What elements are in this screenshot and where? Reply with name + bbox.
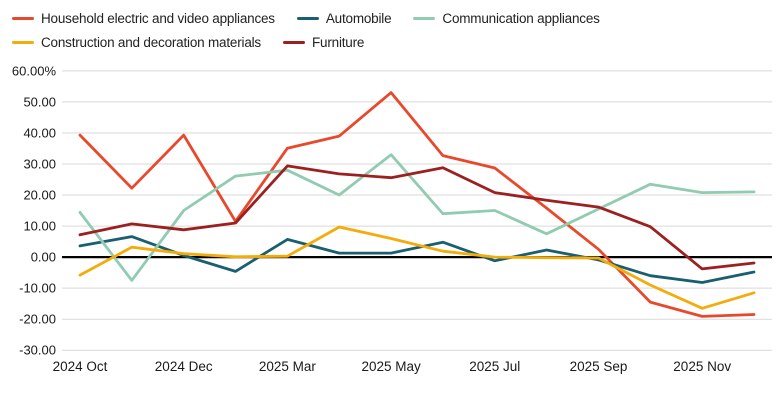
legend-label: Communication appliances [442,11,600,26]
legend-swatch-icon [413,16,436,21]
series-line-household-electric-and-video-appliances [78,91,756,318]
legend-label: Household electric and video appliances [41,11,275,26]
y-axis-label: -20.00 [19,312,56,327]
series-line-communication-appliances [78,153,756,282]
series-line-construction-and-decoration-materials [78,225,756,310]
legend-item-furniture[interactable]: Furniture [282,32,365,53]
x-axis-label: 2024 Dec [155,359,213,374]
legend-swatch-icon [296,16,319,21]
legend-swatch-icon [12,40,34,45]
series-line-furniture [78,164,756,271]
y-axis-label: -30.00 [19,343,56,358]
y-axis-label: 0.00 [31,250,56,265]
x-axis-label: 2025 Jul [469,359,520,374]
y-axis-label: 60.00% [12,63,57,78]
y-axis-label: 30.00 [23,157,56,172]
legend-swatch-icon [12,16,34,21]
legend-item-construction-and-decoration-materials[interactable]: Construction and decoration materials [12,32,261,53]
legend-label: Furniture [311,35,365,50]
x-axis-label: 2025 Sep [570,359,628,374]
legend-label: Construction and decoration materials [41,35,261,50]
y-axis-label: 10.00 [23,219,56,234]
legend-item-household-electric-and-video-appliances[interactable]: Household electric and video appliances [12,8,275,29]
x-axis-label: 2025 Nov [673,359,731,374]
legend-swatch-icon [282,40,305,45]
x-axis-label: 2025 Mar [259,359,317,374]
y-axis-label: 40.00 [23,126,56,141]
y-axis-label: -10.00 [19,281,56,296]
series-line-automobile [78,235,756,284]
y-axis-label: 20.00 [23,188,56,203]
legend-item-automobile[interactable]: Automobile [296,8,392,29]
legend-label: Automobile [325,11,392,26]
x-axis-label: 2025 May [361,359,421,374]
x-axis-label: 2024 Oct [53,359,108,374]
legend: Household electric and video appliances A… [12,8,637,53]
legend-item-communication-appliances[interactable]: Communication appliances [413,8,600,29]
y-axis-label: 50.00 [23,94,56,109]
